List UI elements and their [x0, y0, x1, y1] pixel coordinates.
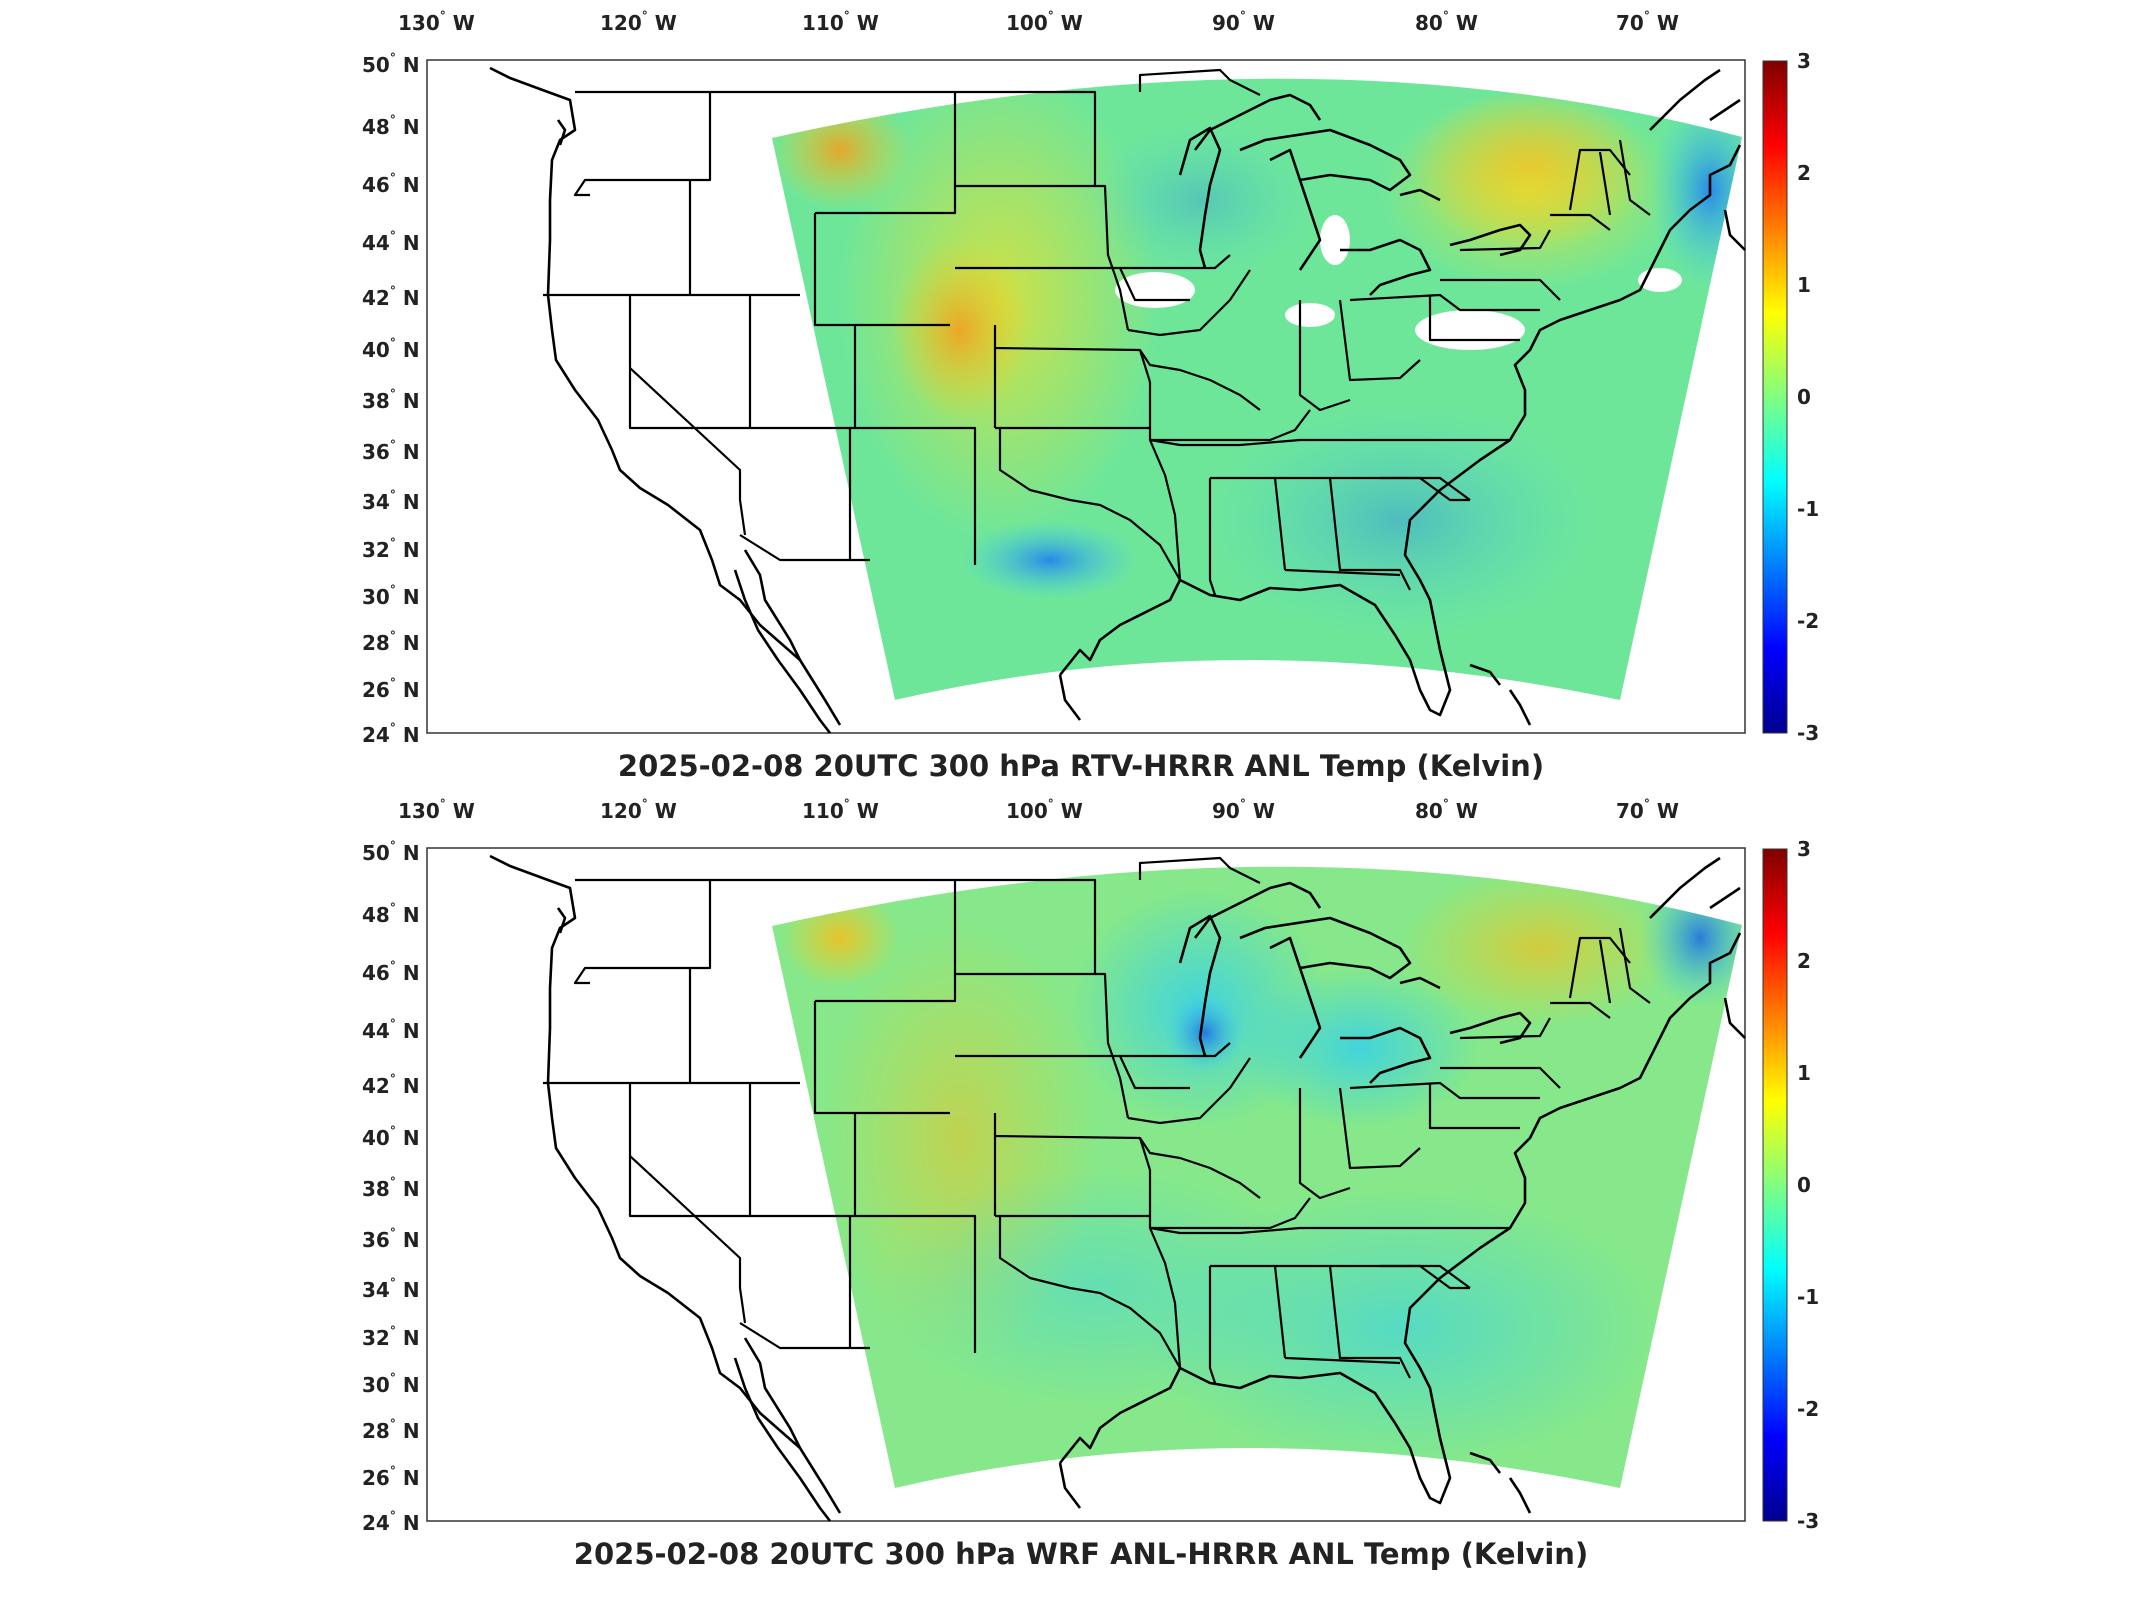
lon-label-70: 70° W: [1616, 797, 1679, 823]
lat-labels: 50° N 48° N 46° N 44° N 42° N 40° N 38° …: [362, 839, 420, 1535]
map-svg-top: 130° W 120° W 110° W 100° W 90° W 80° W …: [362, 9, 1819, 783]
map-title: 2025-02-08 20UTC 300 hPa WRF ANL-HRRR AN…: [574, 1537, 1588, 1571]
lat-label-44: 44° N: [362, 229, 420, 255]
lon-label-110: 110° W: [802, 9, 879, 35]
lon-labels: 130° W 120° W 110° W 100° W 90° W 80° W …: [398, 797, 1679, 823]
colorbar-tick: -3: [1797, 721, 1819, 745]
lat-label-40: 40° N: [362, 1124, 420, 1150]
lat-label-46: 46° N: [362, 959, 420, 985]
map-title: 2025-02-08 20UTC 300 hPa RTV-HRRR ANL Te…: [618, 749, 1544, 783]
lon-label-110: 110° W: [802, 797, 879, 823]
lat-label-44: 44° N: [362, 1017, 420, 1043]
map-svg-bottom: 130° W 120° W 110° W 100° W 90° W 80° W …: [362, 797, 1819, 1571]
lon-label-80: 80° W: [1415, 9, 1478, 35]
lat-label-36: 36° N: [362, 1226, 420, 1252]
colorbar-tick: -1: [1797, 1285, 1819, 1309]
boundaries: [489, 854, 1746, 1522]
colorbar-tick: -2: [1797, 609, 1819, 633]
lon-label-70: 70° W: [1616, 9, 1679, 35]
lat-label-24: 24° N: [362, 1509, 420, 1535]
lat-label-48: 48° N: [362, 113, 420, 139]
lon-label-90: 90° W: [1212, 797, 1275, 823]
lat-label-38: 38° N: [362, 387, 420, 413]
lat-label-50: 50° N: [362, 839, 420, 865]
lat-label-42: 42° N: [362, 284, 420, 310]
lat-label-26: 26° N: [362, 676, 420, 702]
lon-label-130: 130° W: [398, 797, 475, 823]
lat-label-46: 46° N: [362, 171, 420, 197]
lat-labels: 50° N 48° N 46° N 44° N 42° N 40° N 38° …: [362, 51, 420, 747]
lat-label-30: 30° N: [362, 583, 420, 609]
colorbar-tick: 2: [1797, 949, 1811, 973]
lat-label-48: 48° N: [362, 901, 420, 927]
colorbar-tick: 1: [1797, 1061, 1811, 1085]
lon-label-100: 100° W: [1006, 797, 1083, 823]
lat-label-24: 24° N: [362, 721, 420, 747]
lon-label-130: 130° W: [398, 9, 475, 35]
lat-label-28: 28° N: [362, 1417, 420, 1443]
map-panel-bottom: 130° W 120° W 110° W 100° W 90° W 80° W …: [0, 788, 2133, 1588]
lat-label-42: 42° N: [362, 1072, 420, 1098]
lat-label-32: 32° N: [362, 536, 420, 562]
colorbar-tick: 2: [1797, 161, 1811, 185]
lat-label-40: 40° N: [362, 336, 420, 362]
colorbar-scale: [1762, 848, 1788, 1522]
lat-label-34: 34° N: [362, 1276, 420, 1302]
colorbar: 3 2 1 0 -1 -2 -3: [1762, 49, 1819, 745]
colorbar-tick: 1: [1797, 273, 1811, 297]
colorbar-tick: 0: [1797, 385, 1811, 409]
colorbar-scale: [1762, 60, 1788, 734]
temperature-field: [772, 78, 1742, 700]
map-panel-top: 130° W 120° W 110° W 100° W 90° W 80° W …: [362, 9, 1819, 783]
lon-labels: 130° W 120° W 110° W 100° W 90° W 80° W …: [398, 9, 1679, 35]
colorbar-tick: -1: [1797, 497, 1819, 521]
lon-label-120: 120° W: [600, 797, 677, 823]
lat-label-26: 26° N: [362, 1464, 420, 1490]
colorbar-tick: 3: [1797, 837, 1811, 861]
lon-label-80: 80° W: [1415, 797, 1478, 823]
temperature-field: [772, 866, 1742, 1488]
lon-label-100: 100° W: [1006, 9, 1083, 35]
lat-label-34: 34° N: [362, 488, 420, 514]
colorbar: 3 2 1 0 -1 -2 -3: [1762, 837, 1819, 1533]
boundaries: [489, 66, 1746, 734]
lon-label-120: 120° W: [600, 9, 677, 35]
lat-label-32: 32° N: [362, 1324, 420, 1350]
lat-label-30: 30° N: [362, 1371, 420, 1397]
colorbar-tick: -3: [1797, 1509, 1819, 1533]
lat-label-28: 28° N: [362, 629, 420, 655]
colorbar-tick: 0: [1797, 1173, 1811, 1197]
lat-label-36: 36° N: [362, 438, 420, 464]
lon-label-90: 90° W: [1212, 9, 1275, 35]
lat-label-50: 50° N: [362, 51, 420, 77]
colorbar-tick: 3: [1797, 49, 1811, 73]
lat-label-38: 38° N: [362, 1175, 420, 1201]
colorbar-tick: -2: [1797, 1397, 1819, 1421]
